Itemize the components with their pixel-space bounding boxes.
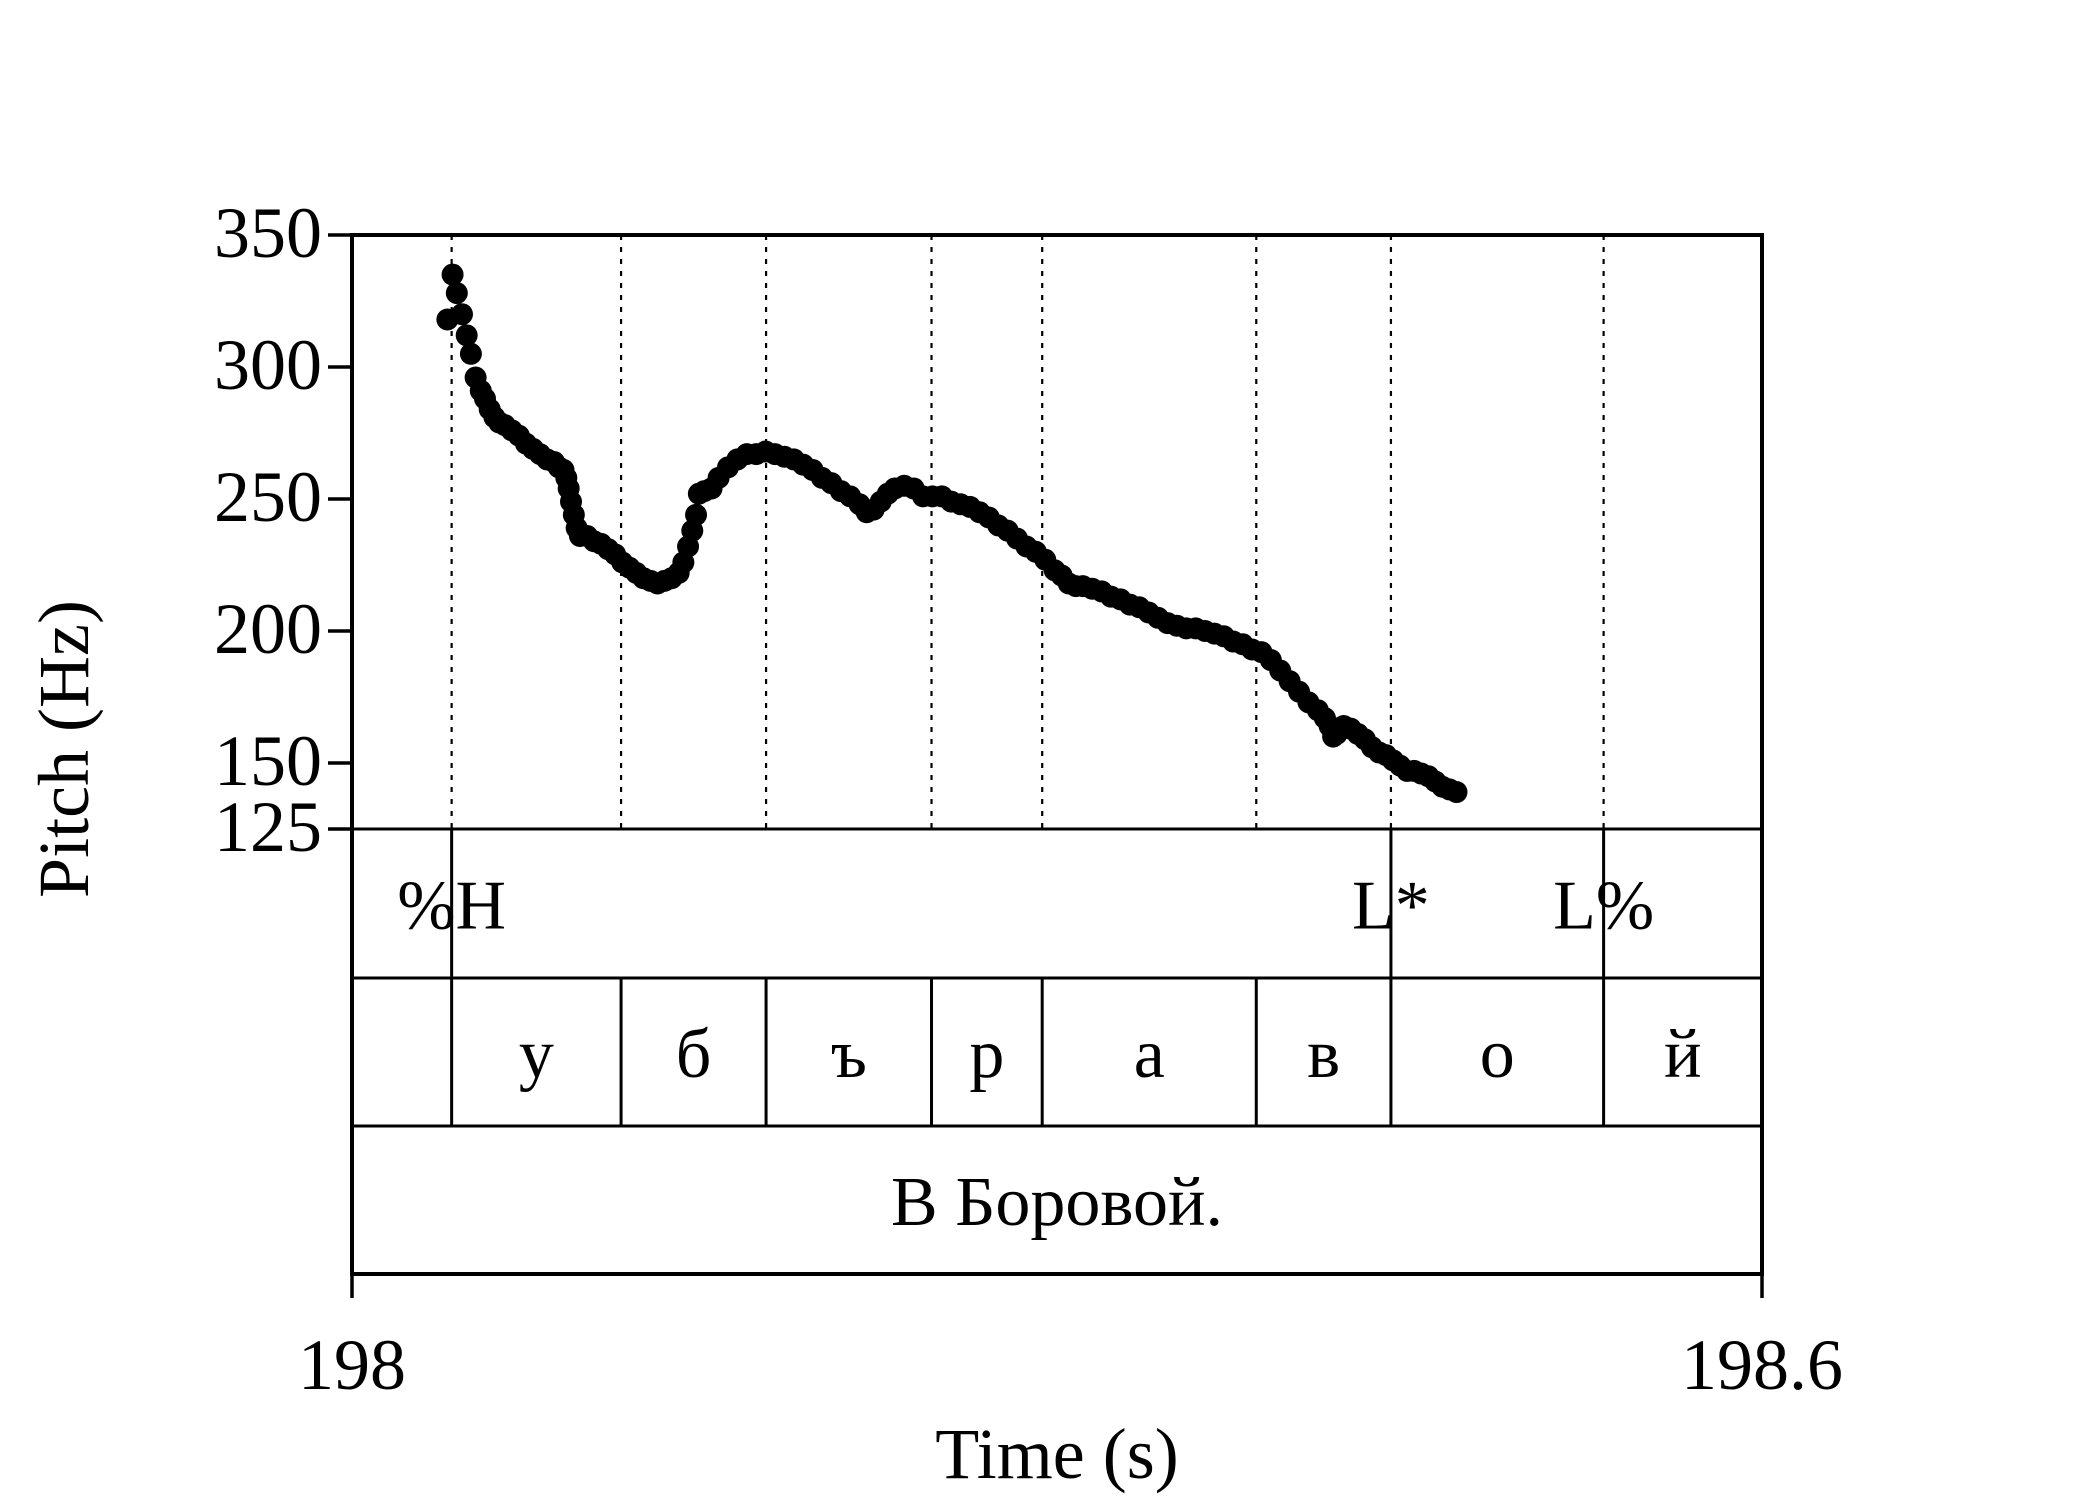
plot-border <box>350 233 1764 1276</box>
pitch-point <box>459 342 482 365</box>
phone-label: а <box>1134 1016 1165 1093</box>
pitch-point <box>1445 781 1468 804</box>
x-tick-label: 198.6 <box>1681 1325 1843 1405</box>
pitch-point <box>445 282 468 305</box>
phone-label: у <box>519 1016 554 1093</box>
pitch-point <box>441 263 464 286</box>
pitch-point <box>455 324 478 347</box>
y-tick-label: 250 <box>214 457 322 537</box>
pitch-point <box>450 303 473 326</box>
y-axis-title: Pitch (Hz) <box>24 600 104 898</box>
phone-label: б <box>676 1016 712 1093</box>
x-tick-label: 198 <box>298 1325 406 1405</box>
phone-label: ъ <box>831 1016 867 1093</box>
phone-label: р <box>969 1016 1004 1093</box>
y-tick-label: 200 <box>214 589 322 669</box>
y-tick-label: 150 <box>214 721 322 801</box>
tone-label: L* <box>1352 868 1430 945</box>
boundary-guides <box>450 235 1605 829</box>
y-tick-label: 350 <box>214 193 322 273</box>
plot-frame <box>350 233 1764 1276</box>
annotation-tiers: %H L* L% у б ъ р а в о й В Боровой. <box>397 829 1702 1241</box>
y-tick-label: 300 <box>214 325 322 405</box>
tone-label: L% <box>1553 868 1654 945</box>
tone-label: %H <box>397 868 506 945</box>
phone-label: о <box>1480 1016 1515 1093</box>
y-tick-label: 125 <box>214 787 322 867</box>
x-axis-title: Time (s) <box>935 1414 1178 1494</box>
phone-label: й <box>1664 1016 1701 1093</box>
pitch-points <box>436 263 1468 804</box>
phone-label: в <box>1307 1016 1340 1093</box>
utterance-label: В Боровой. <box>891 1164 1223 1241</box>
pitch-point <box>685 503 708 526</box>
